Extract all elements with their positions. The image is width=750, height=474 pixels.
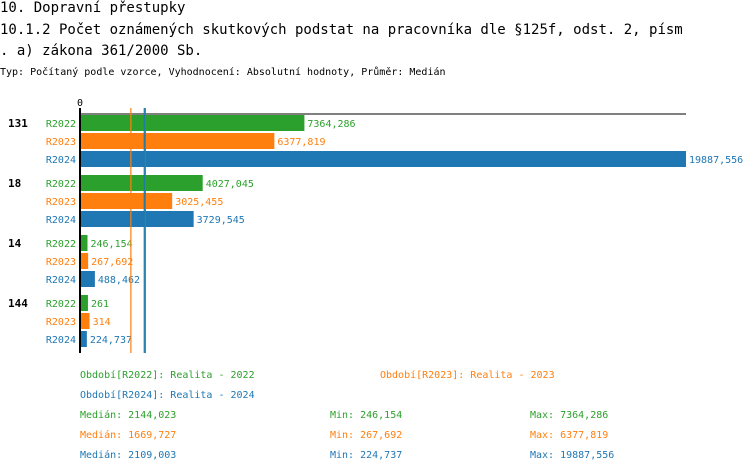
stat-max-r2023: Max: 6377,819: [530, 430, 609, 441]
bar-r2022-131: [80, 115, 305, 131]
data-label: 314: [93, 317, 111, 328]
data-label: 261: [91, 299, 109, 310]
stat-median-r2022: Medián: 2144,023: [80, 410, 177, 421]
data-label: 6377,819: [277, 137, 325, 148]
bar-r2024-131: [80, 151, 686, 167]
bar-r2023-18: [80, 193, 173, 209]
stat-min-r2024: Min: 224,737: [330, 450, 403, 461]
stat-max-r2022: Max: 7364,286: [530, 410, 609, 421]
x-tick-label: 0: [77, 98, 83, 109]
category-label: 18: [8, 177, 21, 190]
stat-min-r2022: Min: 246,154: [330, 410, 403, 421]
series-label: R2022: [46, 179, 76, 190]
series-label: R2024: [46, 335, 76, 346]
stat-min-r2023: Min: 267,692: [330, 430, 403, 441]
series-label: R2023: [46, 197, 76, 208]
stat-median-r2023: Medián: 1669,727: [80, 430, 177, 441]
data-label: 246,154: [91, 239, 133, 250]
bar-r2023-14: [80, 253, 89, 269]
series-label: R2022: [46, 239, 76, 250]
legend-period-r2024: Období[R2024]: Realita - 2024: [80, 390, 255, 401]
data-label: 224,737: [90, 335, 132, 346]
category-label: 144: [8, 297, 28, 310]
bar-r2022-14: [80, 235, 88, 251]
data-label: 7364,286: [307, 119, 355, 130]
series-label: R2024: [46, 155, 76, 166]
data-label: 3729,545: [197, 215, 245, 226]
chart-info: Typ: Počítaný podle vzorce, Vyhodnocení:…: [0, 67, 446, 78]
series-label: R2023: [46, 317, 76, 328]
bar-r2022-144: [80, 295, 88, 311]
series-label: R2024: [46, 215, 76, 226]
bar-r2023-144: [80, 313, 90, 329]
category-label: 131: [8, 117, 28, 130]
data-label: 4027,045: [206, 179, 254, 190]
data-label: 19887,556: [689, 155, 743, 166]
stat-median-r2024: Medián: 2109,003: [80, 450, 177, 461]
data-label: 267,692: [91, 257, 133, 268]
data-label: 3025,455: [175, 197, 223, 208]
chart-subtitle-line1: 10.1.2 Počet oznámených skutkových podst…: [0, 22, 683, 38]
legend-period-r2022: Období[R2022]: Realita - 2022: [80, 370, 255, 381]
bar-r2024-18: [80, 211, 194, 227]
series-label: R2023: [46, 257, 76, 268]
bar-r2024-144: [80, 331, 87, 347]
chart-title: 10. Dopravní přestupky: [0, 0, 186, 16]
bar-r2022-18: [80, 175, 203, 191]
chart-subtitle-line2: . a) zákona 361/2000 Sb.: [0, 43, 203, 59]
stat-max-r2024: Max: 19887,556: [530, 450, 615, 461]
legend-period-r2023: Období[R2023]: Realita - 2023: [380, 370, 555, 381]
series-label: R2024: [46, 275, 76, 286]
series-label: R2022: [46, 119, 76, 130]
bar-r2023-131: [80, 133, 275, 149]
category-label: 14: [8, 237, 22, 250]
series-label: R2023: [46, 137, 76, 148]
data-label: 488,462: [98, 275, 140, 286]
series-label: R2022: [46, 299, 76, 310]
bar-r2024-14: [80, 271, 95, 287]
